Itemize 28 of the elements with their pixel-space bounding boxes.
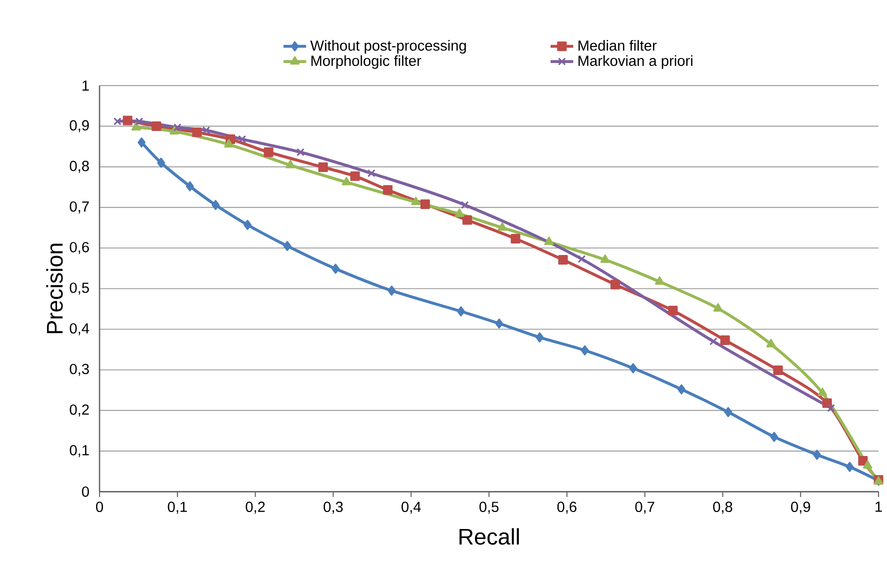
x-tick-label: 0,1 xyxy=(168,502,187,514)
x-axis-title: Recall xyxy=(460,528,519,545)
legend-label: Markovian a priori xyxy=(578,55,692,69)
y-tick-label: 0,6 xyxy=(70,242,89,254)
x-tick-label: 0,7 xyxy=(635,502,654,514)
y-axis-title: Precision xyxy=(46,244,63,334)
legend-label: Morphologic filter xyxy=(311,55,422,69)
y-tick-label: 0,2 xyxy=(70,404,89,416)
x-tick-label: 0,5 xyxy=(479,502,499,514)
x-tick-label: 0,4 xyxy=(402,502,421,514)
y-tick-label: 0,5 xyxy=(70,282,89,295)
x-tick-label: 0,2 xyxy=(246,502,265,514)
x-tick-label: 1 xyxy=(876,502,882,512)
y-tick-label: 0,1 xyxy=(70,444,89,457)
y-tick-label: 0,8 xyxy=(70,160,89,173)
x-tick-label: 0 xyxy=(96,502,104,512)
legend-label: Without post-processing xyxy=(310,40,466,54)
y-tick-label: 0 xyxy=(82,486,89,497)
y-tick-label: 0,4 xyxy=(70,323,90,336)
legend-label: Median filter xyxy=(578,40,657,51)
x-tick-label: 0,6 xyxy=(557,502,576,514)
y-tick-label: 0,3 xyxy=(70,364,89,376)
y-tick-label: 1 xyxy=(82,80,89,90)
y-tick-label: 0,9 xyxy=(70,120,89,132)
x-tick-label: 0,9 xyxy=(791,502,810,514)
x-tick-label: 0,8 xyxy=(713,502,732,514)
x-tick-label: 0,3 xyxy=(324,502,343,514)
y-tick-label: 0,7 xyxy=(70,201,89,214)
